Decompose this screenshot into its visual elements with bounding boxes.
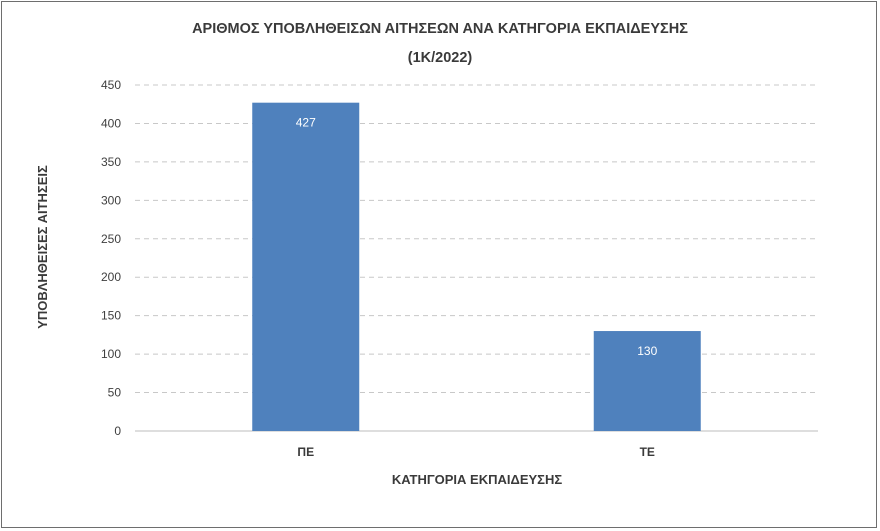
y-tick-label: 50 — [108, 386, 122, 400]
y-tick-label: 450 — [101, 78, 121, 92]
chart-subtitle: (1Κ/2022) — [408, 50, 473, 66]
y-tick-label: 400 — [101, 116, 121, 130]
y-tick-label: 150 — [101, 309, 121, 323]
x-axis-label: ΚΑΤΗΓΟΡΙΑ ΕΚΠΑΙΔΕΥΣΗΣ — [392, 472, 563, 487]
y-tick-label: 350 — [101, 155, 121, 169]
data-labels: 427 130 — [296, 116, 658, 358]
y-tick-label: 200 — [101, 270, 121, 284]
y-axis-label: ΥΠΟΒΛΗΘΕΙΣΕΣ ΑΙΤΗΣΕΙΣ — [35, 165, 50, 329]
bar — [593, 331, 701, 431]
bars — [252, 102, 701, 431]
y-tick-label: 100 — [101, 347, 121, 361]
y-axis-ticks: 0 50 100 150 200 250 300 350 400 450 — [101, 78, 121, 438]
y-tick-label: 300 — [101, 193, 121, 207]
data-label: 427 — [296, 116, 316, 130]
y-tick-label: 0 — [114, 424, 121, 438]
x-axis-categories: ΠΕ ΤΕ — [297, 445, 655, 459]
chart-title: ΑΡΙΘΜΟΣ ΥΠΟΒΛΗΘΕΙΣΩΝ ΑΙΤΗΣΕΩΝ ΑΝΑ ΚΑΤΗΓΟ… — [192, 21, 688, 37]
bar — [252, 102, 360, 431]
data-label: 130 — [637, 344, 657, 358]
y-tick-label: 250 — [101, 232, 121, 246]
x-category-label: ΠΕ — [297, 445, 314, 459]
gridlines — [135, 84, 818, 432]
x-category-label: ΤΕ — [640, 445, 655, 459]
